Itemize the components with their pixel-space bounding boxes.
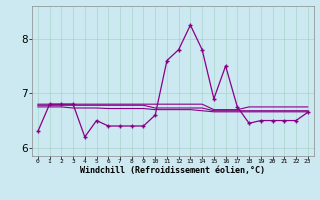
X-axis label: Windchill (Refroidissement éolien,°C): Windchill (Refroidissement éolien,°C)	[80, 166, 265, 175]
